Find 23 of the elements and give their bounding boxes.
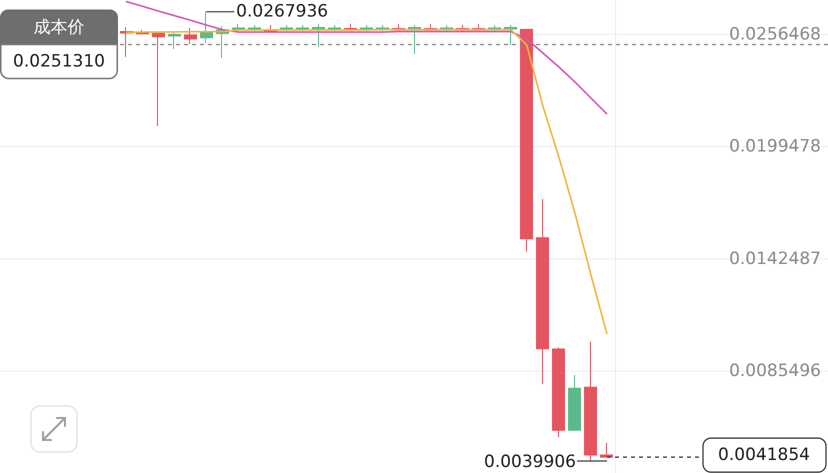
annotation: 0.0039906 — [484, 452, 576, 472]
candlestick — [536, 198, 549, 384]
candlestick — [152, 32, 165, 127]
candlestick — [552, 346, 565, 438]
line-series — [125, 0, 608, 115]
candlestick — [312, 24, 325, 48]
candlestick — [600, 442, 613, 458]
y-tick-label: 0.0256468 — [729, 24, 821, 44]
y-tick-label: 0.0199478 — [729, 136, 821, 157]
candlestick — [504, 24, 517, 46]
candlestick — [568, 374, 581, 432]
candlestick — [408, 24, 421, 55]
candlestick — [520, 28, 533, 252]
candlestick — [184, 28, 197, 45]
y-tick-label: 0.0085496 — [729, 361, 821, 382]
ref-line-label: 成本价 — [34, 18, 84, 38]
candlestick — [200, 11, 213, 44]
annotation: 0.0267936 — [236, 2, 328, 22]
y-tick-label: 0.0142487 — [729, 248, 821, 269]
ref-line-label: 0.0041854 — [718, 445, 810, 466]
text: 0.0251310 — [13, 52, 105, 72]
candlestick — [168, 32, 181, 50]
candlestick — [584, 341, 597, 462]
